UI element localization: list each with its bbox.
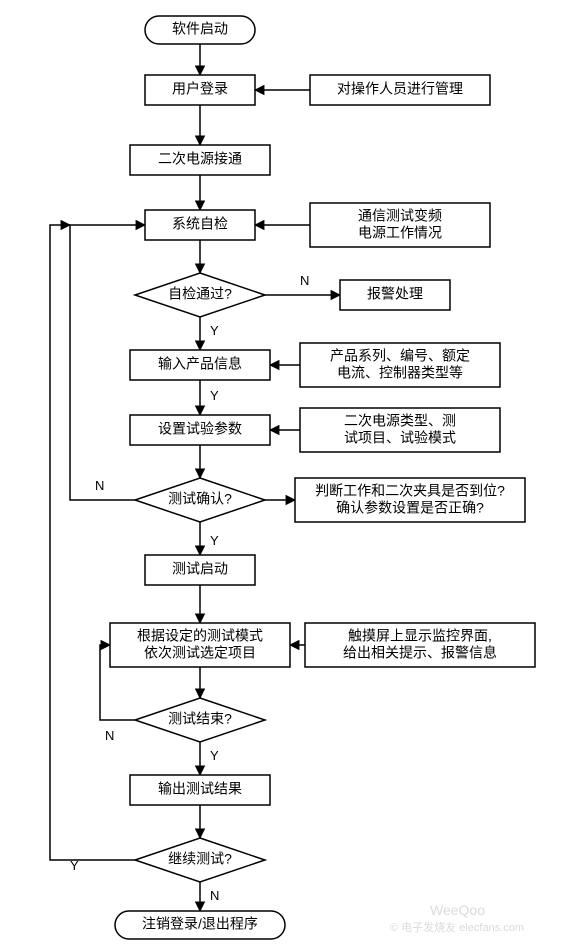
node-label-power: 二次电源接通	[158, 151, 242, 167]
edge-label: Y	[210, 533, 219, 548]
node-set_param: 设置试验参数	[130, 415, 270, 445]
node-param_note: 二次电源类型、测试项目、试验模式	[300, 408, 500, 452]
svg-text:通信测试变频: 通信测试变频	[358, 208, 442, 224]
node-label-login: 用户登录	[172, 81, 228, 97]
node-label-d_pass: 自检通过?	[168, 286, 232, 302]
node-d_continue: 继续测试?	[135, 838, 265, 882]
edge-label: Y	[70, 858, 79, 873]
node-output: 输出测试结果	[130, 775, 270, 805]
node-label-selfcheck: 系统自检	[172, 216, 228, 232]
watermark: WeeQoo	[430, 902, 485, 918]
edge-d_continue-selfcheck_back2	[50, 225, 135, 860]
edge-label: N	[300, 273, 309, 288]
node-power: 二次电源接通	[130, 145, 270, 175]
node-confirm_note: 判断工作和二次夹具是否到位?确认参数设置是否正确?	[295, 478, 525, 522]
watermark-sub: © 电子发烧友 elecfans.com	[390, 920, 524, 934]
node-input_info: 输入产品信息	[130, 350, 270, 380]
node-label-start_test: 测试启动	[172, 561, 228, 577]
svg-text:给出相关提示、报警信息: 给出相关提示、报警信息	[343, 645, 497, 661]
svg-text:判断工作和二次夹具是否到位?: 判断工作和二次夹具是否到位?	[315, 483, 505, 499]
node-selfcheck_note: 通信测试变频电源工作情况	[310, 203, 490, 247]
node-label-output: 输出测试结果	[158, 781, 242, 797]
svg-text:电源工作情况: 电源工作情况	[358, 225, 442, 241]
node-start: 软件启动	[145, 16, 255, 44]
node-label-start: 软件启动	[172, 21, 228, 37]
node-label-d_confirm: 测试确认?	[168, 491, 232, 507]
svg-text:确认参数设置是否正确?: 确认参数设置是否正确?	[336, 500, 484, 516]
node-run_note: 触摸屏上显示监控界面,给出相关提示、报警信息	[305, 623, 535, 667]
node-label-d_end: 测试结束?	[168, 711, 232, 727]
node-login_note: 对操作人员进行管理	[310, 75, 490, 105]
svg-text:二次电源类型、测: 二次电源类型、测	[344, 413, 456, 429]
edge-label: N	[210, 888, 219, 903]
svg-text:电流、控制器类型等: 电流、控制器类型等	[337, 365, 463, 381]
svg-text:试项目、试验模式: 试项目、试验模式	[344, 430, 456, 446]
node-label-end: 注销登录/退出程序	[142, 916, 258, 932]
node-input_note: 产品系列、编号、额定电流、控制器类型等	[300, 343, 500, 387]
node-label-set_param: 设置试验参数	[158, 421, 242, 437]
svg-text:依次测试选定项目: 依次测试选定项目	[144, 645, 256, 661]
edge-label: Y	[210, 323, 219, 338]
node-start_test: 测试启动	[145, 555, 255, 585]
svg-text:根据设定的测试模式: 根据设定的测试模式	[137, 628, 263, 644]
node-label-login_note: 对操作人员进行管理	[337, 81, 463, 97]
node-d_pass: 自检通过?	[135, 273, 265, 317]
node-label-alarm: 报警处理	[367, 286, 423, 302]
svg-text:产品系列、编号、额定: 产品系列、编号、额定	[330, 348, 470, 364]
node-label-input_info: 输入产品信息	[158, 356, 242, 372]
node-label-d_continue: 继续测试?	[168, 851, 232, 867]
node-run_test: 根据设定的测试模式依次测试选定项目	[110, 623, 290, 667]
node-alarm: 报警处理	[340, 280, 450, 310]
node-d_end: 测试结束?	[135, 698, 265, 742]
edge-label: N	[105, 728, 114, 743]
svg-text:触摸屏上显示监控界面,: 触摸屏上显示监控界面,	[348, 628, 492, 644]
node-selfcheck: 系统自检	[145, 210, 255, 240]
node-login: 用户登录	[145, 75, 255, 105]
node-end: 注销登录/退出程序	[115, 911, 285, 939]
node-d_confirm: 测试确认?	[135, 478, 265, 522]
edge-label: N	[95, 478, 104, 493]
edge-label: Y	[210, 388, 219, 403]
edge-label: Y	[210, 748, 219, 763]
